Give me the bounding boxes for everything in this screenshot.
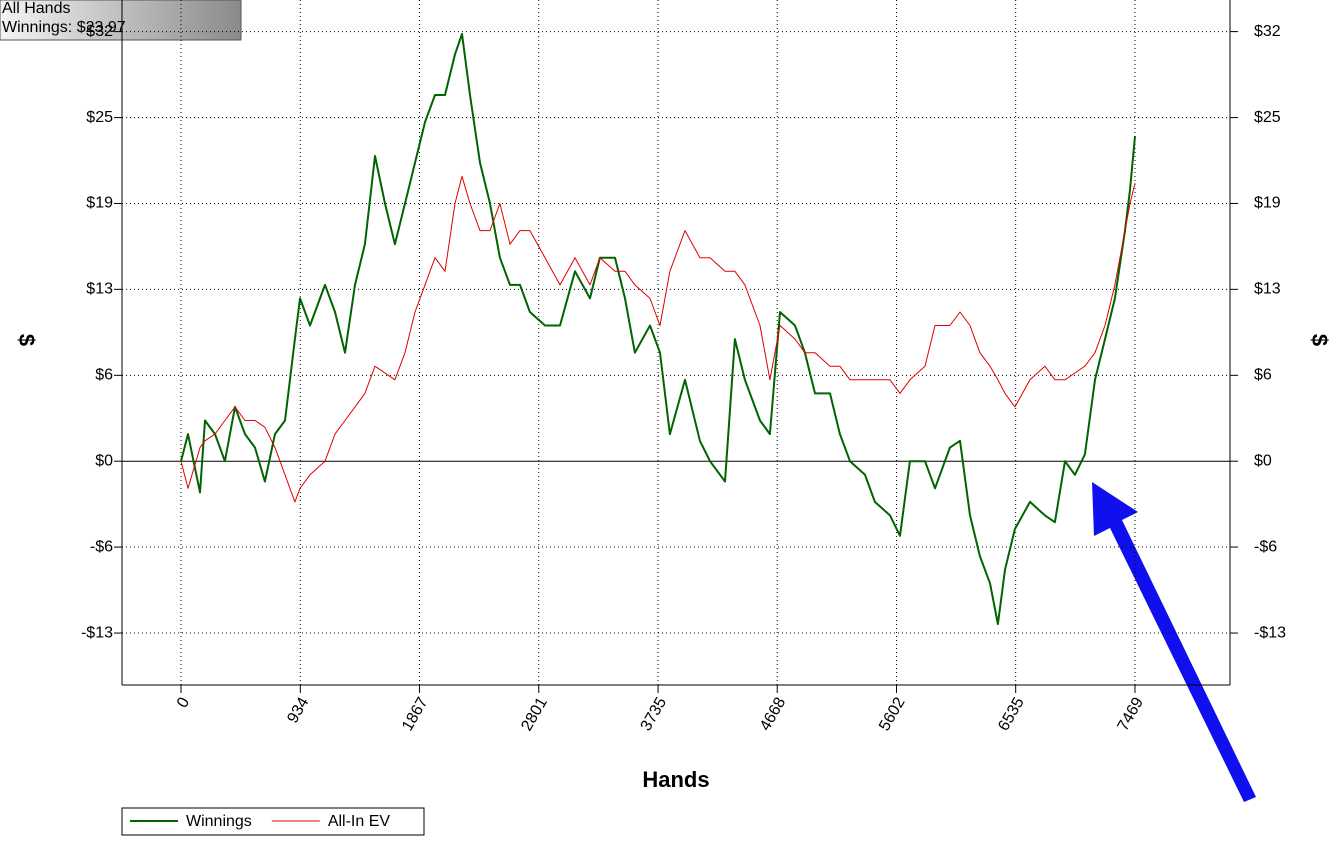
series-line — [180, 32, 1136, 625]
legend-label: All-In EV — [328, 813, 391, 830]
y2-tick-label: $19 — [1254, 195, 1281, 212]
x-tick-label: 934 — [284, 695, 312, 727]
info-winnings: Winnings: $23.97 — [2, 19, 126, 36]
y2-tick-label: $13 — [1254, 281, 1281, 298]
y-tick-label: -$13 — [81, 624, 113, 641]
x-tick-label: 0 — [174, 695, 193, 711]
x-tick-label: 4668 — [757, 695, 790, 734]
x-tick-label: 6535 — [995, 695, 1028, 734]
y-tick-label: $6 — [95, 367, 113, 384]
y-tick-label: $32 — [86, 23, 113, 40]
series-line — [180, 175, 1136, 503]
legend-label: Winnings — [186, 813, 252, 830]
x-axis-label: Hands — [642, 767, 709, 792]
info-title: All Hands — [2, 0, 70, 17]
x-tick-label: 2801 — [518, 695, 551, 734]
x-tick-label: 3735 — [638, 695, 671, 734]
y2-tick-label: $0 — [1254, 452, 1272, 469]
y2-tick-label: $6 — [1254, 367, 1272, 384]
x-tick-label: 5602 — [876, 695, 909, 734]
x-tick-label: 1867 — [399, 695, 432, 734]
info-box — [0, 0, 242, 41]
y-tick-label: $13 — [86, 281, 113, 298]
y-axis-label: $ — [14, 334, 39, 346]
y-tick-label: $0 — [95, 452, 113, 469]
y-tick-label: $19 — [86, 195, 113, 212]
x-tick-label: 7469 — [1115, 695, 1148, 734]
y-tick-label: $25 — [86, 109, 113, 126]
y2-tick-label: -$13 — [1254, 624, 1286, 641]
y2-tick-label: -$6 — [1254, 538, 1277, 555]
y2-tick-label: $25 — [1254, 109, 1281, 126]
y-tick-label: -$6 — [90, 538, 113, 555]
y2-axis-label: $ — [1307, 334, 1332, 346]
y2-tick-label: $32 — [1254, 23, 1281, 40]
annotation-arrow — [1092, 482, 1256, 802]
